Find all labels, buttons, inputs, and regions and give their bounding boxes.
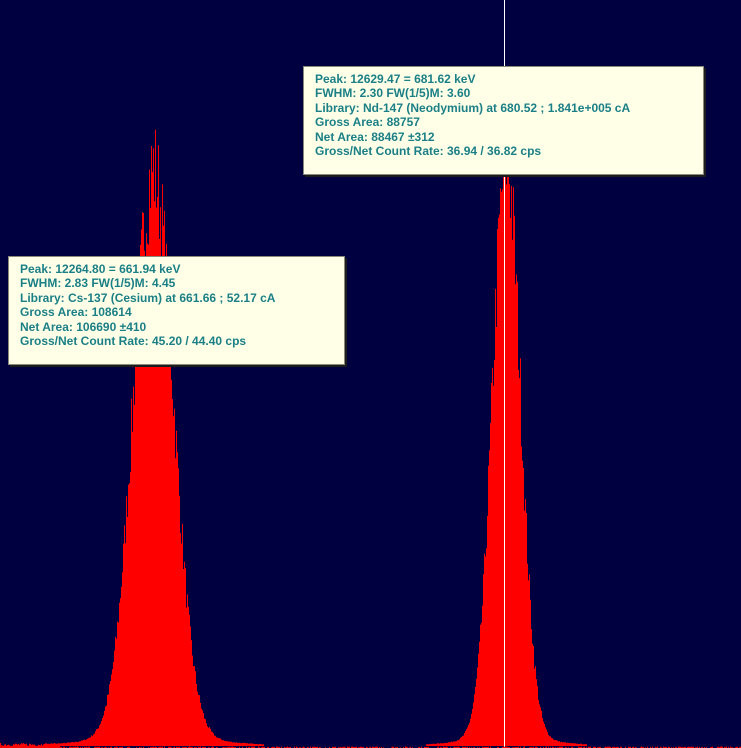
peak-info-box-nd147: Peak: 12629.47 = 681.62 keV FWHM: 2.30 F…	[303, 66, 704, 175]
net-area-label: Net Area: 106690 ±410	[20, 319, 147, 334]
peak-bars	[426, 115, 587, 746]
fwhm-label: FWHM: 2.83 FW(1/5)M: 4.45	[20, 276, 176, 291]
fwhm-label: FWHM: 2.30 FW(1/5)M: 3.60	[315, 86, 471, 101]
peak-bars	[43, 129, 264, 747]
count-rate-label: Gross/Net Count Rate: 36.94 / 36.82 cps	[315, 144, 542, 159]
peak-energy-label: Peak: 12629.47 = 681.62 keV	[315, 72, 476, 86]
count-rate-label: Gross/Net Count Rate: 45.20 / 44.40 cps	[20, 334, 247, 349]
gross-area-label: Gross Area: 108614	[20, 305, 132, 320]
gross-area-label: Gross Area: 88757	[315, 115, 420, 130]
library-match-label: Library: Nd-147 (Neodymium) at 680.52 ; …	[315, 100, 631, 115]
peak-cs137	[43, 129, 264, 747]
peak-info-box-cs137: Peak: 12264.80 = 661.94 keV FWHM: 2.83 F…	[8, 256, 345, 365]
net-area-label: Net Area: 88467 ±312	[315, 129, 435, 144]
peak-energy-label: Peak: 12264.80 = 661.94 keV	[20, 262, 181, 276]
peak-nd147	[426, 115, 587, 746]
library-match-label: Library: Cs-137 (Cesium) at 661.66 ; 52.…	[20, 290, 276, 305]
